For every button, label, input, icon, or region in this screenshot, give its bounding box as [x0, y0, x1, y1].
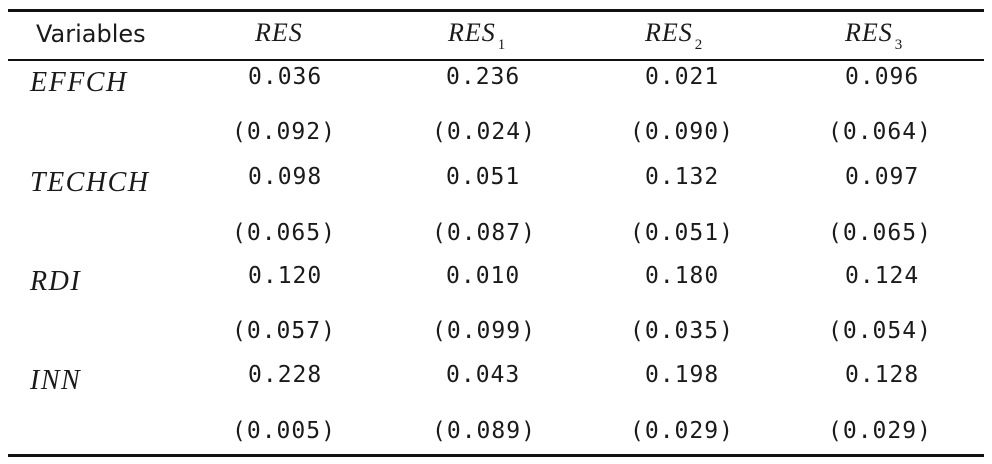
coef-inn-res3: 0.128 — [845, 362, 920, 388]
header-res-3: RES 3 — [845, 18, 904, 53]
header-res: RES — [255, 18, 303, 47]
coef-effch-res3: 0.096 — [845, 64, 920, 90]
se-rdi-res2: (0.035) — [630, 318, 734, 344]
coef-techch-res: 0.098 — [248, 164, 323, 190]
header-res-1: RES 1 — [448, 18, 507, 53]
se-techch-res1: (0.087) — [432, 220, 536, 246]
se-techch-res2: (0.051) — [630, 220, 734, 246]
se-rdi-res1: (0.099) — [432, 318, 536, 344]
se-inn-res1: (0.089) — [432, 418, 536, 444]
coef-inn-res2: 0.198 — [645, 362, 720, 388]
se-rdi-res3: (0.054) — [828, 318, 932, 344]
se-inn-res3: (0.029) — [828, 418, 932, 444]
coef-techch-res2: 0.132 — [645, 164, 720, 190]
se-effch-res1: (0.024) — [432, 119, 536, 145]
coef-techch-res3: 0.097 — [845, 164, 920, 190]
se-techch-res3: (0.065) — [828, 220, 932, 246]
header-variables: Variables — [36, 20, 146, 48]
coef-effch-res2: 0.021 — [645, 64, 720, 90]
coef-inn-res: 0.228 — [248, 362, 323, 388]
coef-effch-res1: 0.236 — [446, 64, 521, 90]
header-res-2: RES 2 — [645, 18, 704, 53]
se-rdi-res: (0.057) — [232, 318, 336, 344]
se-techch-res: (0.065) — [232, 220, 336, 246]
row-label-inn: INN — [30, 365, 82, 396]
coef-rdi-res: 0.120 — [248, 263, 323, 289]
row-label-techch: TECHCH — [30, 167, 150, 198]
table-bottom-rule — [8, 454, 984, 457]
se-effch-res3: (0.064) — [828, 119, 932, 145]
se-inn-res: (0.005) — [232, 418, 336, 444]
se-effch-res2: (0.090) — [630, 119, 734, 145]
se-effch-res: (0.092) — [232, 119, 336, 145]
row-label-effch: EFFCH — [30, 67, 128, 98]
coef-techch-res1: 0.051 — [446, 164, 521, 190]
coef-rdi-res3: 0.124 — [845, 263, 920, 289]
se-inn-res2: (0.029) — [630, 418, 734, 444]
coef-inn-res1: 0.043 — [446, 362, 521, 388]
coef-rdi-res1: 0.010 — [446, 263, 521, 289]
coef-effch-res: 0.036 — [248, 64, 323, 90]
coef-rdi-res2: 0.180 — [645, 263, 720, 289]
table-top-rule — [8, 9, 984, 12]
row-label-rdi: RDI — [30, 266, 82, 297]
table-header-rule — [8, 59, 984, 61]
